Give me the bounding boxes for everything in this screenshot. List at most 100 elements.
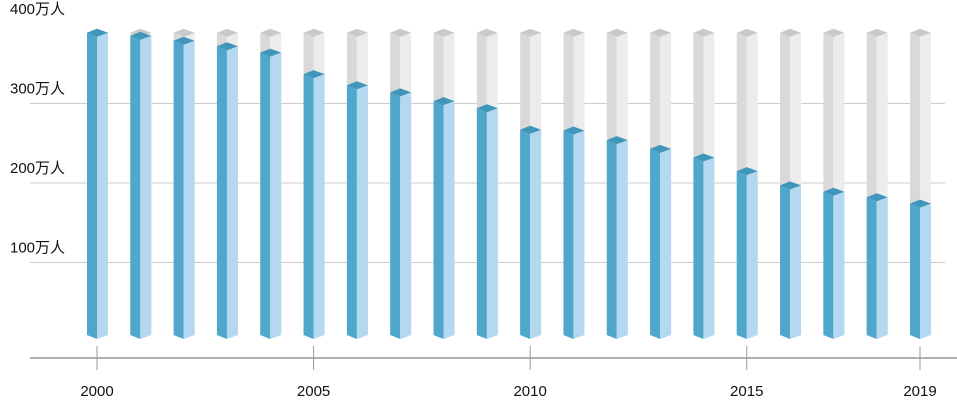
bar-face bbox=[910, 199, 931, 208]
bar-face bbox=[140, 35, 152, 340]
bar-face bbox=[520, 125, 542, 134]
bar-face bbox=[303, 70, 325, 79]
bar-face bbox=[660, 148, 672, 339]
bar-face bbox=[226, 46, 238, 339]
bar-face bbox=[433, 101, 444, 340]
bar-face bbox=[910, 203, 920, 339]
bar-face bbox=[97, 32, 108, 340]
bar-face bbox=[486, 108, 498, 340]
background-bar-face bbox=[390, 28, 412, 37]
bar-face bbox=[216, 42, 238, 51]
bar-face bbox=[346, 81, 368, 90]
bar-face bbox=[823, 191, 834, 339]
bar bbox=[130, 31, 152, 340]
x-tick-label: 2010 bbox=[513, 383, 546, 400]
x-tick-label: 2000 bbox=[80, 383, 113, 400]
bar bbox=[736, 167, 758, 339]
bar-face bbox=[260, 52, 271, 340]
bar-face bbox=[876, 197, 888, 339]
bar bbox=[346, 81, 368, 339]
bar-face bbox=[780, 185, 791, 339]
bar-face bbox=[173, 40, 184, 339]
background-bar-face bbox=[433, 28, 455, 37]
bar bbox=[650, 144, 672, 339]
bar-face bbox=[650, 144, 672, 153]
bar-face bbox=[823, 187, 845, 196]
bar bbox=[173, 36, 195, 339]
bar-face bbox=[746, 171, 758, 339]
background-bar-face bbox=[780, 28, 802, 37]
bar-face bbox=[130, 31, 152, 40]
y-tick-label: 400万人 bbox=[10, 1, 65, 18]
x-tick-label: 2015 bbox=[730, 383, 763, 400]
bar bbox=[216, 42, 238, 339]
bar-face bbox=[606, 140, 617, 339]
background-bar-face bbox=[476, 28, 498, 37]
bar bbox=[476, 104, 498, 340]
bar-face bbox=[780, 181, 802, 190]
bar-face bbox=[616, 140, 628, 339]
bar-face bbox=[520, 129, 531, 339]
background-bar-face bbox=[606, 28, 628, 37]
bar-face bbox=[87, 28, 108, 37]
x-tick-label: 2005 bbox=[297, 383, 330, 400]
bar bbox=[780, 181, 802, 339]
bar-face bbox=[443, 101, 455, 340]
bar-face bbox=[693, 157, 704, 339]
background-bar-face bbox=[303, 28, 325, 37]
bar bbox=[390, 88, 412, 340]
bar-face bbox=[130, 35, 141, 340]
bar-face bbox=[650, 148, 661, 339]
bar bbox=[433, 97, 455, 340]
bar bbox=[606, 136, 628, 339]
background-bar-face bbox=[260, 28, 282, 37]
bar bbox=[563, 126, 585, 339]
bar-face bbox=[270, 52, 282, 340]
x-tick-label: 2019 bbox=[903, 383, 936, 400]
bar-face bbox=[703, 157, 715, 339]
background-bar-face bbox=[346, 28, 368, 37]
background-bar-face bbox=[216, 28, 238, 37]
bar-face bbox=[866, 197, 877, 339]
bar bbox=[87, 28, 108, 340]
bar bbox=[866, 193, 888, 339]
bar-face bbox=[313, 74, 325, 340]
background-bar-face bbox=[693, 28, 715, 37]
background-bar-face bbox=[910, 28, 931, 37]
bar-face bbox=[563, 130, 574, 339]
bar-face bbox=[530, 129, 542, 339]
bar-face bbox=[736, 171, 747, 339]
bar-face bbox=[736, 167, 758, 176]
bar-face bbox=[400, 92, 412, 340]
bar-face bbox=[606, 136, 628, 145]
bar-face bbox=[866, 193, 888, 202]
bar-face bbox=[920, 203, 931, 339]
bar-face bbox=[833, 191, 845, 339]
bar-face bbox=[346, 85, 357, 339]
y-tick-label: 100万人 bbox=[10, 239, 65, 256]
bar-face bbox=[183, 40, 195, 339]
bar-face bbox=[173, 36, 195, 45]
bar bbox=[910, 199, 931, 339]
bar-face bbox=[563, 126, 585, 135]
bar-face bbox=[390, 92, 401, 340]
y-tick-label: 200万人 bbox=[10, 160, 65, 177]
bar-face bbox=[693, 153, 715, 162]
bar-face bbox=[356, 85, 368, 339]
bar bbox=[520, 125, 542, 339]
background-bar-face bbox=[823, 28, 845, 37]
bar bbox=[823, 187, 845, 339]
bar-face bbox=[476, 104, 498, 113]
background-bar-face bbox=[736, 28, 758, 37]
bar-face bbox=[390, 88, 412, 97]
bar-face bbox=[303, 74, 314, 340]
bar-face bbox=[216, 46, 227, 339]
bar-face bbox=[476, 108, 487, 340]
y-tick-label: 300万人 bbox=[10, 80, 65, 97]
bar-face bbox=[87, 32, 97, 340]
background-bar-face bbox=[520, 28, 542, 37]
bar-face bbox=[573, 130, 585, 339]
bar-face bbox=[433, 97, 455, 106]
bar bbox=[693, 153, 715, 339]
bar bbox=[303, 70, 325, 340]
